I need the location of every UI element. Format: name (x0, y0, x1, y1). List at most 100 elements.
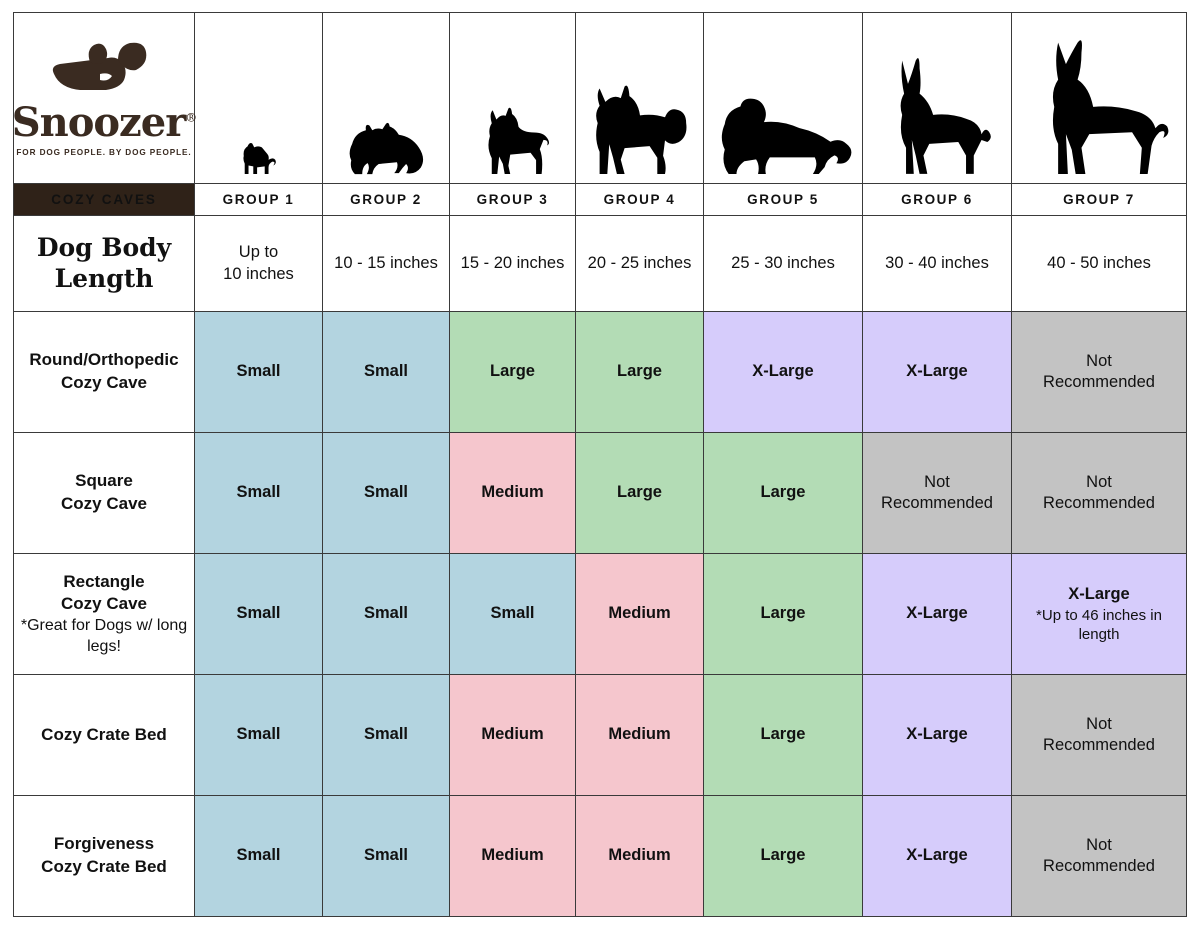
size-value: Medium (608, 846, 671, 865)
group-header-3: GROUP 3 (449, 183, 576, 216)
product-label-2: Square Cozy Cave (13, 432, 195, 554)
snoozer-dog-logo-icon (46, 40, 162, 101)
registered-trademark-icon: ® (185, 110, 197, 125)
dog-silhouette-cell-7 (1011, 12, 1187, 184)
length-label-line2: Length (54, 263, 154, 293)
size-cell-r5-g2: Small (322, 795, 450, 917)
size-value: Not Recommended (1043, 351, 1155, 391)
size-cell-r1-g4: Large (575, 311, 704, 433)
product-label-line2: Cozy Cave (61, 373, 147, 392)
size-value: Medium (481, 483, 544, 502)
size-cell-r5-g6: X-Large (862, 795, 1012, 917)
size-cell-r1-g2: Small (322, 311, 450, 433)
size-value: Small (363, 483, 409, 502)
dog-body-length-value-1: Up to 10 inches (194, 215, 323, 312)
size-value: Small (363, 846, 409, 865)
group-header-1: GROUP 1 (194, 183, 323, 216)
dog-body-length-value-3: 15 - 20 inches (449, 215, 576, 312)
size-value: Large (490, 362, 535, 381)
brand-name: Snoozer (11, 98, 187, 146)
group-header-5: GROUP 5 (703, 183, 863, 216)
size-cell-r4-g1: Small (194, 674, 323, 796)
size-cell-r3-g6: X-Large (862, 553, 1012, 675)
size-value: Large (760, 604, 806, 623)
size-cell-r2-g2: Small (322, 432, 450, 554)
silhouette-row: Snoozer® FOR DOG PEOPLE. BY DOG PEOPLE. (12, 12, 1187, 184)
size-value: Not Recommended (881, 472, 993, 512)
table-row: Cozy Crate Bed Small Small Medium Medium Larg… (13, 674, 1187, 796)
product-label-line2: Cozy Cave (61, 594, 147, 614)
size-value: Medium (481, 725, 544, 744)
size-value: X-Large (906, 725, 968, 744)
size-cell-r3-g3: Small (449, 553, 576, 675)
size-cell-r2-g1: Small (194, 432, 323, 554)
size-cell-r4-g5: Large (703, 674, 863, 796)
size-value: Small (236, 362, 281, 381)
size-value: Not Recommended (1043, 472, 1155, 512)
size-value: Small (490, 604, 535, 623)
size-value: Medium (608, 604, 671, 623)
size-value: X-Large (906, 362, 968, 381)
size-cell-r5-g4: Medium (575, 795, 704, 917)
size-cell-r1-g1: Small (194, 311, 323, 433)
size-cell-r5-g7: Not Recommended (1011, 795, 1187, 917)
product-label-5: Forgiveness Cozy Crate Bed (13, 795, 195, 917)
product-label-1: Round/Orthopedic Cozy Cave (13, 311, 195, 433)
group-header-2: GROUP 2 (322, 183, 450, 216)
size-value: Medium (481, 846, 544, 865)
brand-wordmark: Snoozer® (12, 102, 198, 143)
size-value: Small (236, 846, 281, 865)
size-cell-r3-g7: X-Large *Up to 46 inches in length (1011, 553, 1187, 675)
dog-silhouette-cell-2 (322, 12, 450, 184)
size-value: Small (236, 725, 281, 744)
size-value: Large (760, 846, 806, 865)
shiba-inu-silhouette (576, 13, 703, 183)
size-value: Small (236, 604, 281, 623)
dog-body-length-value-7: 40 - 50 inches (1011, 215, 1187, 312)
size-value: Large (760, 725, 806, 744)
chihuahua-silhouette (195, 13, 322, 183)
table-row: Square Cozy Cave Small Small Medium Large Larg… (13, 432, 1187, 554)
size-cell-r3-g1: Small (194, 553, 323, 675)
pomeranian-silhouette (323, 13, 449, 183)
boston-terrier-silhouette (450, 13, 575, 183)
size-cell-r4-g2: Small (322, 674, 450, 796)
size-cell-r5-g1: Small (194, 795, 323, 917)
size-cell-r1-g5: X-Large (703, 311, 863, 433)
dog-body-length-value-5: 25 - 30 inches (703, 215, 863, 312)
size-cell-r2-g6: Not Recommended (862, 432, 1012, 554)
size-cell-r3-g4: Medium (575, 553, 704, 675)
size-cell-r2-g4: Large (575, 432, 704, 554)
size-cell-r1-g7: Not Recommended (1011, 311, 1187, 433)
dog-body-length-value-4: 20 - 25 inches (575, 215, 704, 312)
group-header-4: GROUP 4 (575, 183, 704, 216)
size-value: Small (363, 362, 409, 381)
size-cell-r5-g3: Medium (449, 795, 576, 917)
size-cell-r2-g5: Large (703, 432, 863, 554)
product-label-line2: Cozy Crate Bed (41, 857, 167, 876)
size-value: Small (363, 725, 409, 744)
table-row: Rectangle Cozy Cave *Great for Dogs w/ lon… (13, 553, 1187, 675)
size-value: X-Large (906, 846, 968, 865)
dog-silhouette-cell-1 (194, 12, 323, 184)
product-label-3: Rectangle Cozy Cave *Great for Dogs w/ lon… (13, 553, 195, 675)
dog-body-length-value-2: 10 - 15 inches (322, 215, 450, 312)
size-cell-r2-g3: Medium (449, 432, 576, 554)
dog-body-length-value-6: 30 - 40 inches (862, 215, 1012, 312)
product-label-line1: Round/Orthopedic (29, 350, 179, 370)
size-cell-r3-g5: Large (703, 553, 863, 675)
product-label-line1: Cozy Crate Bed (41, 724, 167, 744)
product-label-line1: Rectangle (63, 571, 145, 591)
size-cell-r2-g7: Not Recommended (1011, 432, 1187, 554)
group-header-7: GROUP 7 (1011, 183, 1187, 216)
table-row: Forgiveness Cozy Crate Bed Small Small Mediu… (13, 795, 1187, 917)
size-value: X-Large (906, 604, 968, 623)
size-value: X-Large (752, 362, 814, 381)
dog-silhouette-cell-6 (862, 12, 1012, 184)
product-label-line1: Square (75, 471, 133, 491)
cozy-caves-corner-label: COZY CAVES (13, 183, 195, 216)
dog-silhouette-cell-3 (449, 12, 576, 184)
size-cell-r1-g3: Large (449, 311, 576, 433)
size-cell-r4-g3: Medium (449, 674, 576, 796)
size-cell-r3-g2: Small (322, 553, 450, 675)
